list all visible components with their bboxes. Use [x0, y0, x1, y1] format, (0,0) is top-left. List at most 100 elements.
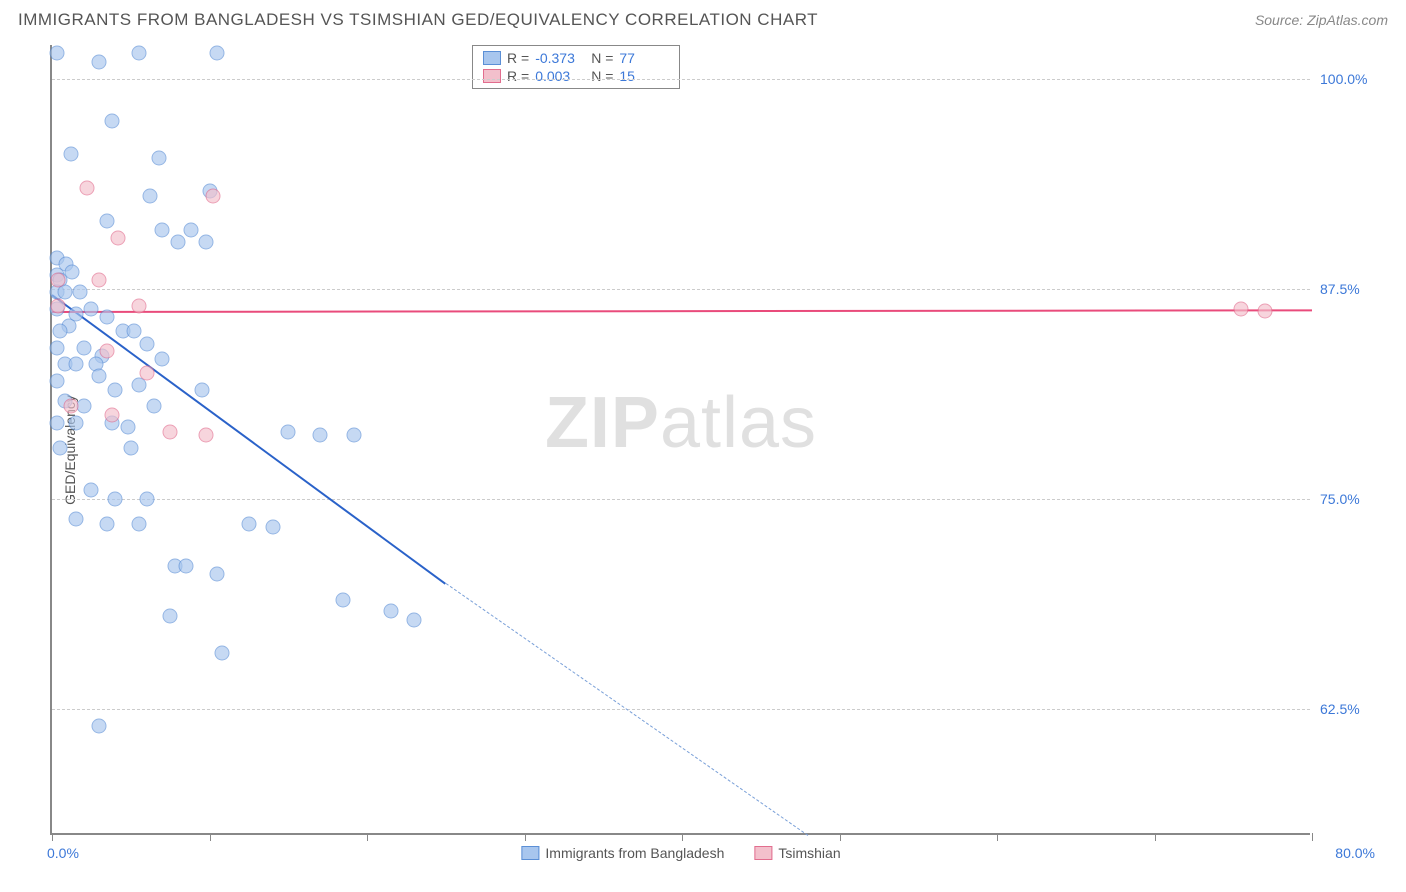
data-point	[52, 441, 67, 456]
data-point	[68, 357, 83, 372]
data-point	[163, 424, 178, 439]
legend-row-1: R = -0.373 N = 77	[483, 49, 669, 67]
data-point	[100, 310, 115, 325]
data-point	[147, 399, 162, 414]
data-point	[194, 382, 209, 397]
gridline	[52, 79, 1310, 80]
data-point	[123, 441, 138, 456]
data-point	[131, 298, 146, 313]
data-point	[68, 416, 83, 431]
data-point	[111, 231, 126, 246]
data-point	[84, 301, 99, 316]
data-point	[178, 559, 193, 574]
legend-swatch-pink	[754, 846, 772, 860]
data-point	[63, 399, 78, 414]
data-point	[199, 234, 214, 249]
series-legend: Immigrants from Bangladesh Tsimshian	[521, 845, 840, 861]
data-point	[73, 285, 88, 300]
trendline	[52, 309, 1312, 313]
trendline	[51, 294, 446, 585]
data-point	[336, 592, 351, 607]
data-point	[84, 483, 99, 498]
data-point	[52, 323, 67, 338]
chart-title: IMMIGRANTS FROM BANGLADESH VS TSIMSHIAN …	[18, 10, 818, 30]
data-point	[131, 46, 146, 61]
data-point	[68, 512, 83, 527]
data-point	[152, 150, 167, 165]
data-point	[92, 718, 107, 733]
data-point	[241, 517, 256, 532]
data-point	[163, 609, 178, 624]
x-tick	[1312, 833, 1313, 841]
legend-swatch-pink	[483, 69, 501, 83]
data-point	[51, 273, 66, 288]
data-point	[210, 567, 225, 582]
data-point	[92, 54, 107, 69]
data-point	[155, 352, 170, 367]
correlation-legend: R = -0.373 N = 77 R = 0.003 N = 15	[472, 45, 680, 89]
data-point	[142, 189, 157, 204]
data-point	[183, 222, 198, 237]
data-point	[215, 646, 230, 661]
data-point	[210, 46, 225, 61]
data-point	[1234, 301, 1249, 316]
chart-area: GED/Equivalency ZIPatlas R = -0.373 N = …	[50, 45, 1390, 855]
data-point	[347, 427, 362, 442]
data-point	[49, 340, 64, 355]
data-point	[383, 604, 398, 619]
y-tick-label: 100.0%	[1320, 71, 1380, 87]
data-point	[100, 343, 115, 358]
x-tick	[210, 833, 211, 841]
data-point	[51, 298, 66, 313]
data-point	[199, 427, 214, 442]
data-point	[76, 340, 91, 355]
y-tick-label: 75.0%	[1320, 491, 1380, 507]
legend-item-bangladesh: Immigrants from Bangladesh	[521, 845, 724, 861]
x-tick	[525, 833, 526, 841]
gridline	[52, 289, 1310, 290]
x-tick	[367, 833, 368, 841]
y-tick-label: 87.5%	[1320, 281, 1380, 297]
gridline	[52, 709, 1310, 710]
x-axis-max-label: 80.0%	[1335, 845, 1375, 861]
data-point	[131, 517, 146, 532]
source-attribution: Source: ZipAtlas.com	[1255, 12, 1388, 28]
data-point	[281, 424, 296, 439]
data-point	[139, 491, 154, 506]
data-point	[120, 419, 135, 434]
y-tick-label: 62.5%	[1320, 701, 1380, 717]
gridline	[52, 499, 1310, 500]
data-point	[104, 113, 119, 128]
scatter-plot: ZIPatlas R = -0.373 N = 77 R = 0.003 N =…	[50, 45, 1310, 835]
data-point	[49, 46, 64, 61]
data-point	[92, 369, 107, 384]
data-point	[265, 520, 280, 535]
x-tick	[52, 833, 53, 841]
data-point	[65, 264, 80, 279]
data-point	[49, 374, 64, 389]
chart-header: IMMIGRANTS FROM BANGLADESH VS TSIMSHIAN …	[0, 0, 1406, 38]
x-tick	[997, 833, 998, 841]
data-point	[171, 234, 186, 249]
data-point	[155, 222, 170, 237]
data-point	[312, 427, 327, 442]
x-tick	[1155, 833, 1156, 841]
data-point	[100, 517, 115, 532]
data-point	[1257, 303, 1272, 318]
data-point	[92, 273, 107, 288]
x-tick	[840, 833, 841, 841]
data-point	[108, 491, 123, 506]
data-point	[139, 337, 154, 352]
watermark: ZIPatlas	[545, 382, 817, 464]
legend-item-tsimshian: Tsimshian	[754, 845, 840, 861]
legend-row-2: R = 0.003 N = 15	[483, 67, 669, 85]
data-point	[126, 323, 141, 338]
data-point	[100, 214, 115, 229]
data-point	[79, 180, 94, 195]
data-point	[49, 416, 64, 431]
data-point	[108, 382, 123, 397]
data-point	[407, 612, 422, 627]
x-axis-min-label: 0.0%	[47, 845, 79, 861]
data-point	[63, 147, 78, 162]
legend-swatch-blue	[521, 846, 539, 860]
